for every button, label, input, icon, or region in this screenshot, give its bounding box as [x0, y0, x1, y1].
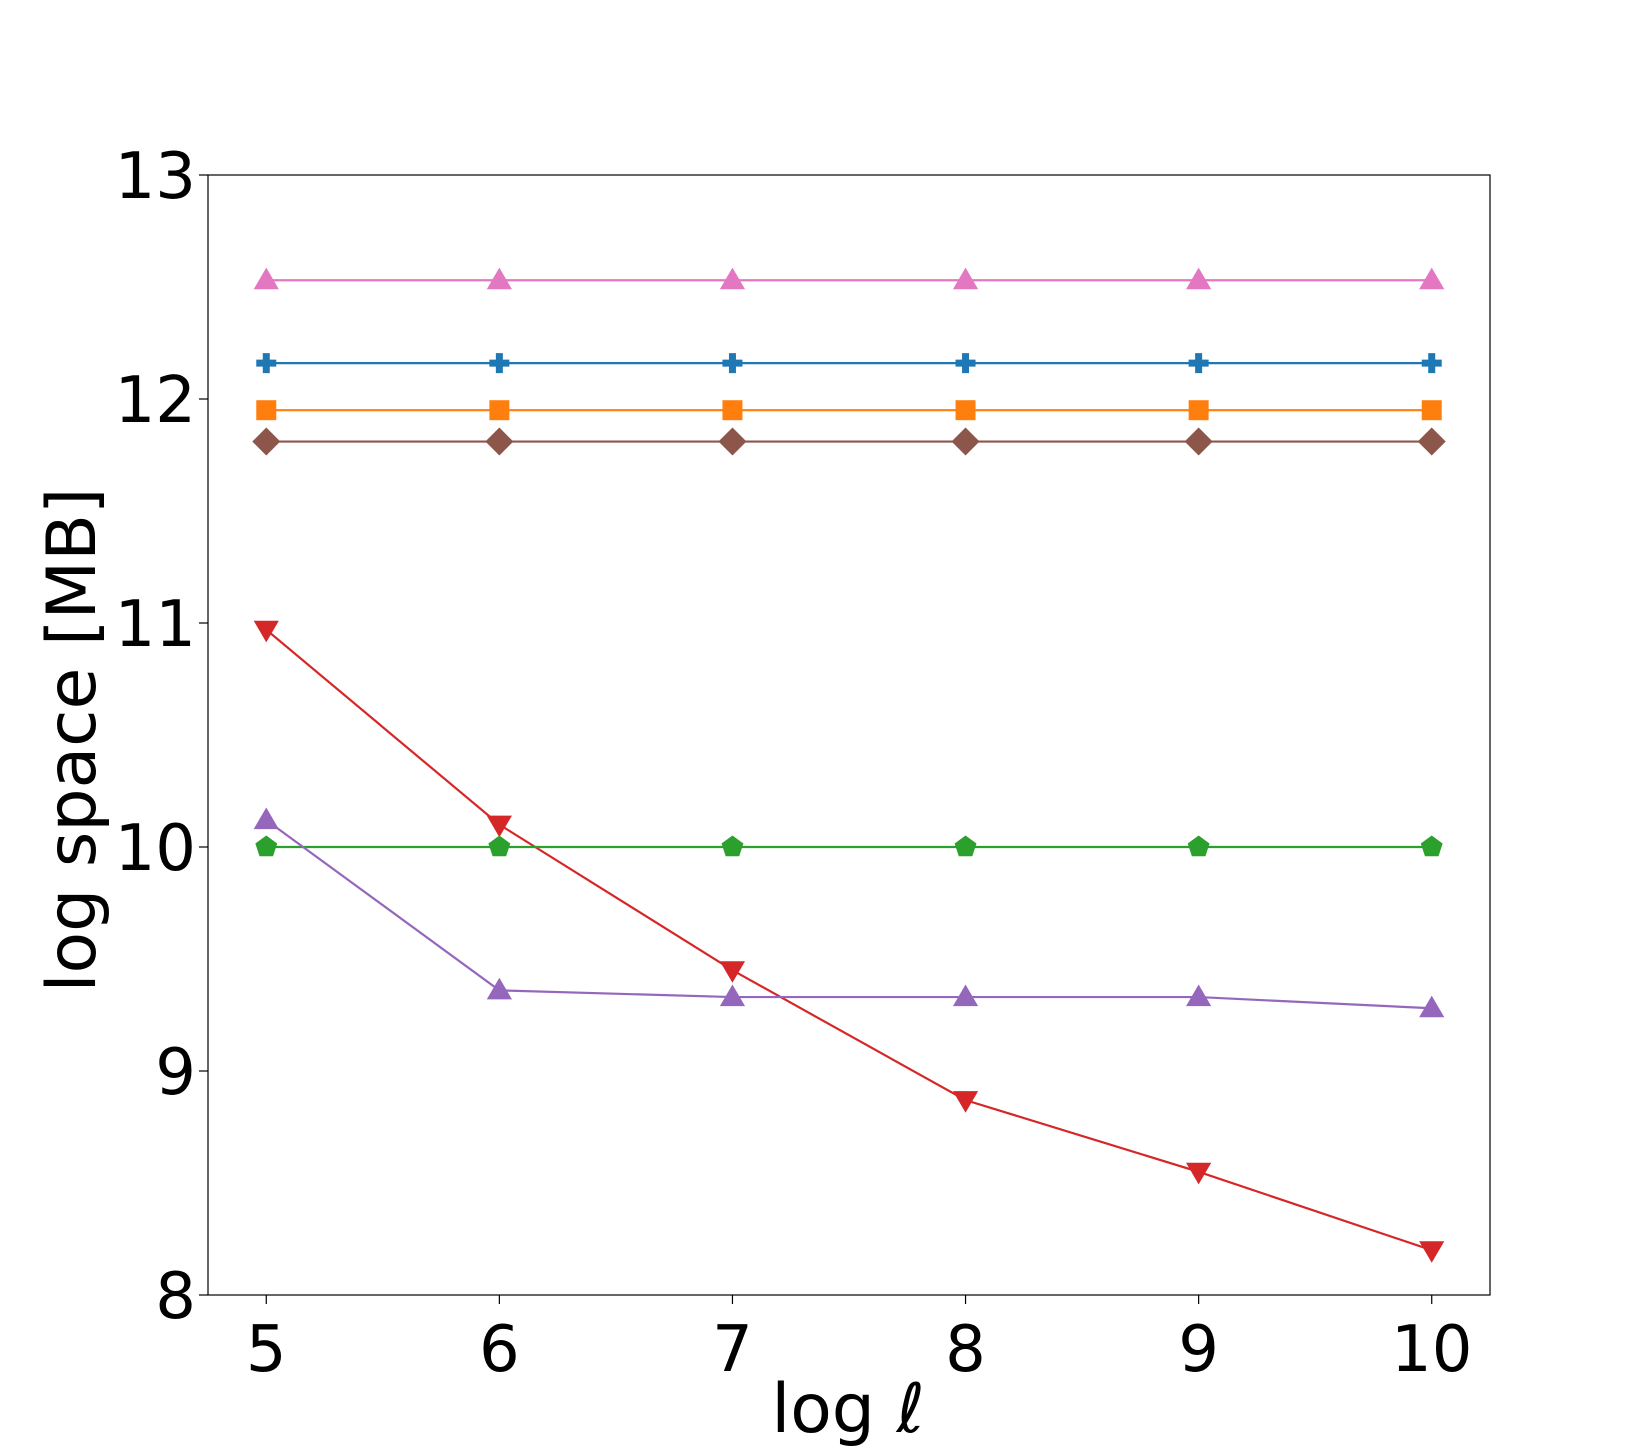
data-point-5-4	[1187, 835, 1210, 857]
data-point-6-1	[486, 977, 512, 1000]
data-point-3-5	[1417, 427, 1446, 456]
data-point-0-3	[952, 267, 979, 290]
data-point-2-3	[955, 400, 976, 421]
series-layer	[252, 267, 1446, 1263]
data-point-2-1	[489, 400, 510, 421]
data-point-2-4	[1188, 400, 1209, 421]
y-tick-label-9: 9	[155, 1036, 196, 1110]
y-tick-label-8: 8	[155, 1260, 196, 1334]
data-point-0-1	[486, 267, 512, 290]
series-2	[256, 400, 1442, 421]
data-point-0-2	[719, 267, 746, 290]
x-tick-label-6: 6	[479, 1313, 520, 1387]
x-tick-label-5: 5	[246, 1313, 287, 1387]
x-tick-label-10: 10	[1391, 1313, 1472, 1387]
series-5	[255, 835, 1443, 857]
series-line-4	[265, 628, 1433, 1252]
data-point-1-2	[722, 353, 743, 374]
data-point-4-4	[1186, 1162, 1212, 1185]
series-4	[253, 620, 1445, 1263]
series-1	[256, 353, 1442, 374]
data-point-0-5	[1419, 267, 1445, 290]
y-tick-label-10: 10	[115, 812, 196, 886]
data-point-4-0	[253, 620, 279, 643]
y-tick-label-12: 12	[115, 364, 196, 438]
data-point-4-3	[952, 1091, 979, 1113]
data-point-2-0	[256, 400, 277, 421]
data-point-4-5	[1419, 1241, 1445, 1263]
data-point-2-2	[722, 400, 743, 421]
series-line-6	[265, 819, 1432, 1010]
data-point-3-4	[1184, 427, 1213, 456]
y-tick-label-13: 13	[115, 140, 196, 214]
data-point-5-2	[721, 835, 744, 857]
series-3	[252, 427, 1446, 456]
data-point-1-5	[1421, 353, 1442, 374]
data-point-6-2	[719, 984, 746, 1007]
data-point-6-0	[253, 807, 279, 830]
x-tick-label-9: 9	[1178, 1313, 1219, 1387]
data-point-5-0	[255, 835, 278, 857]
axes-layer: 5 6 7 8 9 10 8 9 10 11 12 13	[115, 140, 1491, 1387]
x-axis-label: log ℓ	[771, 1370, 924, 1449]
data-point-5-5	[1420, 835, 1443, 857]
data-point-6-4	[1186, 984, 1212, 1007]
data-point-2-5	[1421, 400, 1442, 421]
data-point-0-4	[1186, 267, 1212, 290]
y-axis-label: log space [MB]	[33, 488, 112, 993]
data-point-1-4	[1188, 353, 1209, 374]
x-tick-label-7: 7	[712, 1313, 753, 1387]
x-tick-label-8: 8	[945, 1313, 986, 1387]
data-point-6-5	[1419, 995, 1445, 1018]
data-point-5-3	[954, 835, 977, 857]
data-point-4-2	[719, 961, 746, 983]
data-point-3-3	[951, 427, 980, 456]
data-point-3-0	[252, 427, 281, 456]
data-point-5-1	[488, 835, 511, 857]
series-6	[253, 807, 1445, 1018]
data-point-0-0	[253, 267, 279, 290]
y-tick-label-11: 11	[115, 588, 196, 662]
data-point-4-1	[486, 815, 512, 838]
data-point-3-2	[718, 427, 747, 456]
data-point-1-1	[489, 353, 510, 374]
data-point-1-0	[256, 353, 277, 374]
plot-frame	[207, 174, 1491, 1296]
data-point-3-1	[485, 427, 514, 456]
data-point-6-3	[952, 984, 979, 1007]
data-point-1-3	[955, 353, 976, 374]
series-0	[253, 267, 1445, 290]
